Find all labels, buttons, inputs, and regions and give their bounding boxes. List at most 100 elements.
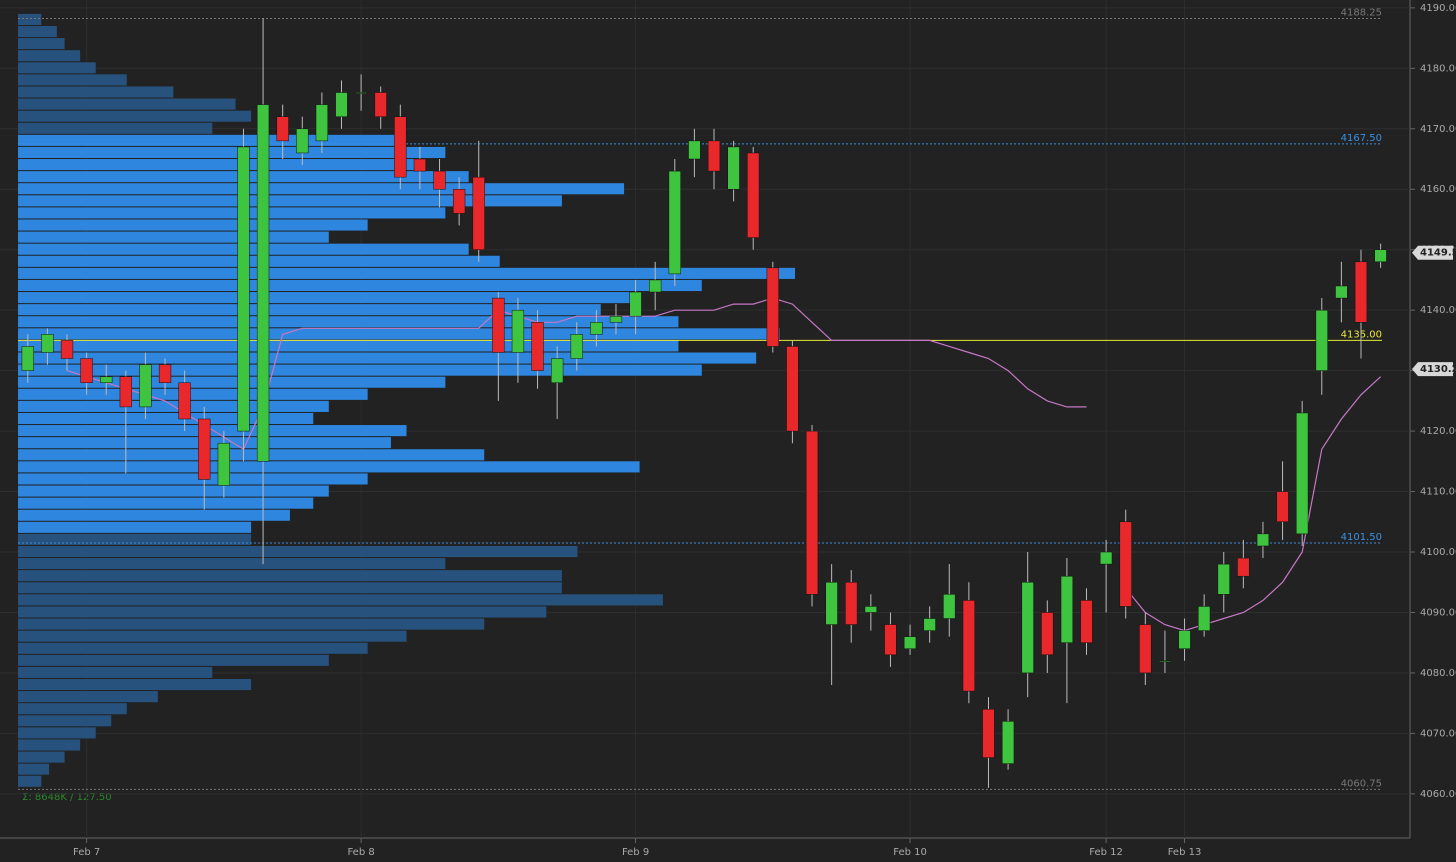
candle-body <box>1198 606 1211 631</box>
profile-bar <box>18 449 485 461</box>
candle-body <box>903 636 917 650</box>
y-tick-label: 4110.00 <box>1420 487 1456 498</box>
candle-body <box>551 358 564 383</box>
candle-body <box>1139 624 1152 674</box>
profile-bar <box>18 267 795 279</box>
candle-body <box>413 158 427 172</box>
candle-body <box>296 128 309 154</box>
candle-body <box>884 624 897 656</box>
candle-body <box>41 334 54 353</box>
vwap-line <box>66 297 1382 632</box>
profile-bar <box>18 98 236 110</box>
candle-body <box>962 600 976 692</box>
profile-bar <box>18 558 446 570</box>
profile-bar <box>18 159 423 171</box>
x-tick-label: Feb 8 <box>347 847 374 858</box>
candle-body <box>374 92 387 117</box>
profile-bar <box>18 582 562 594</box>
candle-body <box>1021 581 1034 674</box>
candle-body <box>864 606 877 613</box>
candle-body <box>256 104 270 462</box>
candle-body <box>805 430 819 595</box>
candle-body <box>217 442 230 486</box>
candle-body <box>315 104 329 142</box>
candle-body <box>609 315 623 323</box>
profile-bar <box>18 630 407 642</box>
candle-body <box>1276 491 1289 523</box>
y-tick-label: 4140.00 <box>1420 305 1456 316</box>
candle-body <box>1237 557 1250 577</box>
profile-bar <box>18 110 252 122</box>
profile-bar <box>18 74 127 86</box>
profile-bar <box>18 703 127 715</box>
candle-body <box>1099 551 1113 565</box>
profile-bar <box>18 340 679 352</box>
profile-bar <box>18 412 314 425</box>
profile-bar <box>18 62 96 74</box>
y-tick-label: 4090.00 <box>1420 607 1456 618</box>
profile-bar <box>18 219 368 231</box>
candle-body <box>1217 563 1230 595</box>
y-tick-label: 4180.00 <box>1420 63 1456 74</box>
profile-bar <box>18 376 446 388</box>
profile-bar <box>18 570 562 582</box>
profile-bar <box>18 642 368 654</box>
candle-body <box>80 358 93 383</box>
profile-bar <box>18 521 252 533</box>
profile-bar <box>18 691 158 703</box>
profile-bar <box>18 594 663 606</box>
profile-bar <box>18 146 446 159</box>
profile-bar <box>18 279 702 292</box>
x-tick-label: Feb 10 <box>893 847 927 858</box>
profile-bar <box>18 618 485 630</box>
level-label: 4188.25 <box>1341 7 1382 18</box>
profile-bar <box>18 666 213 678</box>
candle-body <box>943 594 956 619</box>
x-tick-label: Feb 7 <box>73 847 100 858</box>
profile-bar <box>18 461 640 473</box>
profile-bar <box>18 25 57 38</box>
profile-bar <box>18 739 81 751</box>
candle-body <box>1158 660 1172 663</box>
profile-bar <box>18 183 625 195</box>
candle-body <box>1354 261 1368 323</box>
profile-bar <box>18 654 329 666</box>
price-tag <box>1412 245 1453 260</box>
price-tag-label: 4149.50 <box>1420 248 1456 259</box>
y-tick-label: 4100.00 <box>1420 547 1456 558</box>
candle-body <box>178 382 191 420</box>
profile-bar <box>18 388 368 400</box>
candle-body <box>394 116 407 178</box>
profile-bar <box>18 86 174 98</box>
candle-body <box>747 152 760 238</box>
profile-bar <box>18 715 112 727</box>
candle-body <box>845 581 858 625</box>
candle-body <box>923 618 936 631</box>
candle-body <box>472 176 485 250</box>
candle-body <box>1060 575 1074 643</box>
profile-bar <box>18 50 81 62</box>
candle-body <box>688 140 701 160</box>
candle-body <box>766 267 779 347</box>
profile-bar <box>18 533 252 545</box>
candle-body <box>1119 521 1132 607</box>
profile-bar <box>18 292 640 304</box>
candle-body <box>1041 612 1054 656</box>
candle-body <box>1374 249 1387 263</box>
profile-bar <box>18 122 213 134</box>
profile-bar <box>18 328 780 340</box>
y-tick-label: 4080.00 <box>1420 668 1456 679</box>
candle-body <box>668 170 681 275</box>
profile-bar <box>18 304 601 316</box>
y-tick-label: 4070.00 <box>1420 728 1456 739</box>
candle-body <box>1178 630 1191 650</box>
candle-body <box>100 376 113 383</box>
y-tick-label: 4170.00 <box>1420 124 1456 135</box>
profile-bar <box>18 352 757 364</box>
y-tick-label: 4120.00 <box>1420 426 1456 437</box>
price-tag-label: 4130.24 <box>1420 364 1456 375</box>
candle-body <box>1256 533 1270 547</box>
candle-body <box>1080 600 1093 643</box>
candle-body <box>629 291 642 317</box>
candle-body <box>982 708 995 758</box>
